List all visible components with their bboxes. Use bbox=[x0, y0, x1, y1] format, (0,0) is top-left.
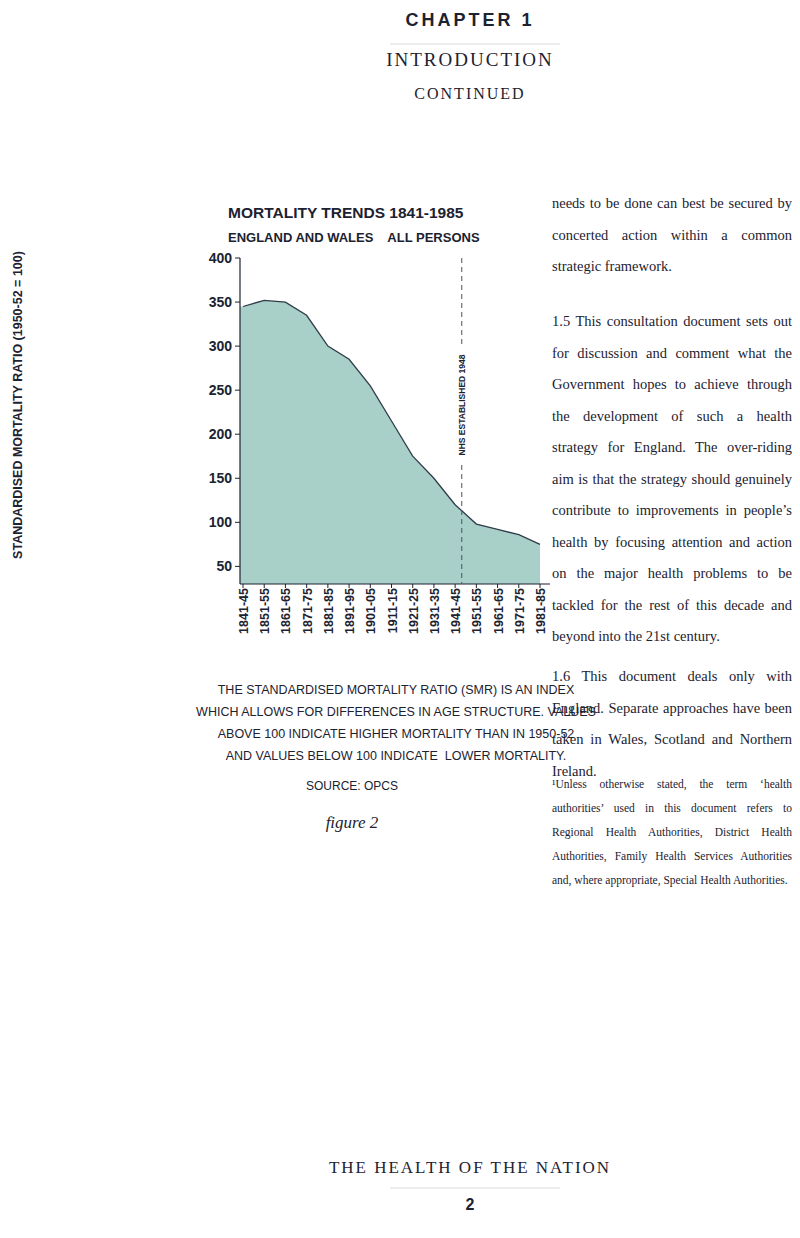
y-tick-label: 50 bbox=[216, 558, 232, 574]
chart-note: ABOVE 100 INDICATE HIGHER MORTALITY THAN… bbox=[218, 727, 575, 741]
mortality-line bbox=[243, 300, 540, 544]
x-tick bbox=[306, 584, 307, 588]
x-tick-label: 1871-75 bbox=[301, 588, 315, 634]
chart-note: WHICH ALLOWS FOR DIFFERENCES IN AGE STRU… bbox=[196, 705, 596, 719]
x-tick-label: 1901-05 bbox=[364, 588, 378, 634]
data-group bbox=[240, 300, 540, 584]
continued-heading: CONTINUED bbox=[414, 85, 525, 102]
x-tick bbox=[540, 584, 541, 588]
y-tick bbox=[235, 390, 240, 391]
y-tick bbox=[235, 566, 240, 567]
y-tick-label: 350 bbox=[209, 294, 233, 310]
chart-source: SOURCE: OPCS bbox=[306, 779, 398, 793]
rule bbox=[390, 1188, 560, 1189]
x-tick bbox=[264, 584, 265, 588]
page-svg: CHAPTER 1 INTRODUCTION CONTINUED MORTALITY … bbox=[0, 0, 800, 1238]
x-tick bbox=[370, 584, 371, 588]
x-tick bbox=[285, 584, 286, 588]
y-tick-label: 200 bbox=[209, 426, 233, 442]
y-tick bbox=[235, 346, 240, 347]
x-tick-label: 1921-25 bbox=[407, 588, 421, 634]
footnote: ¹Unless otherwise stated, the term ‘heal… bbox=[552, 772, 792, 892]
chart-note: AND VALUES BELOW 100 INDICATE LOWER MORT… bbox=[226, 749, 567, 763]
x-tick-label: 1911-15 bbox=[386, 588, 400, 633]
x-tick-label: 1981-85 bbox=[534, 588, 548, 634]
x-tick-label: 1941-45 bbox=[449, 588, 463, 634]
x-tick bbox=[476, 584, 477, 588]
y-tick bbox=[235, 434, 240, 435]
x-tick bbox=[412, 584, 413, 588]
y-axis-label: STANDARDISED MORTALITY RATIO (1950-52 = … bbox=[11, 251, 25, 559]
chart-note: THE STANDARDISED MORTALITY RATIO (SMR) I… bbox=[218, 683, 575, 697]
paragraph: needs to be done can best be secured by … bbox=[552, 188, 792, 283]
y-axis bbox=[239, 258, 240, 584]
y-tick-label: 100 bbox=[209, 514, 233, 530]
mortality-area bbox=[240, 300, 540, 584]
y-tick-label: 300 bbox=[209, 338, 233, 354]
x-tick bbox=[327, 584, 328, 588]
page: CHAPTER 1 INTRODUCTION CONTINUED MORTALITY … bbox=[0, 0, 800, 1238]
x-tick bbox=[391, 584, 392, 588]
figure-label: figure 2 bbox=[326, 813, 379, 832]
x-tick-label: 1891-95 bbox=[343, 588, 357, 634]
x-tick-label: 1881-85 bbox=[322, 588, 336, 634]
paragraph: 1.5 This consultation document sets out … bbox=[552, 306, 792, 653]
y-tick-label: 150 bbox=[209, 470, 233, 486]
footer-title: THE HEALTH OF THE NATION bbox=[329, 1158, 611, 1177]
y-tick bbox=[235, 258, 240, 259]
annotation: NHS ESTABLISHED 1948 bbox=[457, 354, 467, 455]
x-tick-label: 1931-35 bbox=[428, 588, 442, 634]
x-tick bbox=[349, 584, 350, 588]
y-tick-label: 250 bbox=[209, 382, 233, 398]
plot-area bbox=[240, 258, 550, 584]
x-tick-label: 1841-45 bbox=[237, 588, 251, 634]
x-tick bbox=[518, 584, 519, 588]
x-tick bbox=[433, 584, 434, 588]
annotation-bg bbox=[456, 345, 468, 465]
chart-title: MORTALITY TRENDS 1841-1985 bbox=[228, 204, 464, 221]
x-tick-label: 1961-65 bbox=[492, 588, 506, 634]
x-tick-label: 1851-55 bbox=[258, 588, 272, 634]
chart-subtitle: ENGLAND AND WALES ALL PERSONS bbox=[228, 230, 480, 245]
paragraph: 1.6 This document deals only with Englan… bbox=[552, 661, 792, 787]
page-number: 2 bbox=[466, 1196, 475, 1213]
x-axis bbox=[240, 583, 550, 584]
x-tick bbox=[243, 584, 244, 588]
x-tick-label: 1861-65 bbox=[279, 588, 293, 634]
section-heading: INTRODUCTION bbox=[386, 49, 554, 70]
chapter-heading: CHAPTER 1 bbox=[405, 10, 534, 30]
y-tick bbox=[235, 302, 240, 303]
x-tick-label: 1951-55 bbox=[470, 588, 484, 634]
x-tick bbox=[455, 584, 456, 588]
y-tick bbox=[235, 478, 240, 479]
y-tick-label: 400 bbox=[209, 250, 233, 266]
rule bbox=[390, 44, 560, 45]
x-tick bbox=[497, 584, 498, 588]
x-tick-label: 1971-75 bbox=[513, 588, 527, 634]
y-tick bbox=[235, 522, 240, 523]
